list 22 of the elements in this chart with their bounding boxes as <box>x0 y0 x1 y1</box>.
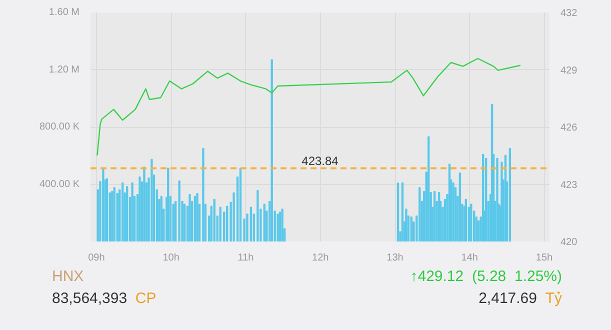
y2-tick-label: 426 <box>560 122 578 134</box>
x-tick-label: 10h <box>162 252 180 264</box>
ref-line-label: 423.84 <box>302 154 339 168</box>
y-tick-label: 1.20 M <box>48 64 80 76</box>
x-tick-label: 11h <box>238 252 254 264</box>
line-series <box>96 58 521 156</box>
x-tick-label: 09h <box>88 252 105 264</box>
y-tick-label: 800.00 K <box>39 122 80 132</box>
x-tick-label: 13h <box>386 252 404 264</box>
x-tick-label: 15h <box>536 252 553 264</box>
y2-tick-label: 432 <box>560 8 578 19</box>
y2-tick-label: 429 <box>560 65 578 76</box>
y-tick-label: 400.00 K <box>39 178 80 190</box>
text: HNX <box>52 267 84 287</box>
y-tick-label: 1.60 M <box>48 7 80 18</box>
y2-tick-label: 423 <box>560 180 578 191</box>
x-tick-label: 14h <box>461 252 478 264</box>
text: 2,417.69 Tỷ <box>478 289 562 309</box>
y2-tick-label: 420 <box>560 237 578 248</box>
text: ↑429.12 (5.28 1.25%) <box>410 267 562 287</box>
text: 83,564,393 CP <box>52 289 156 309</box>
x-tick-label: 12h <box>312 252 329 264</box>
